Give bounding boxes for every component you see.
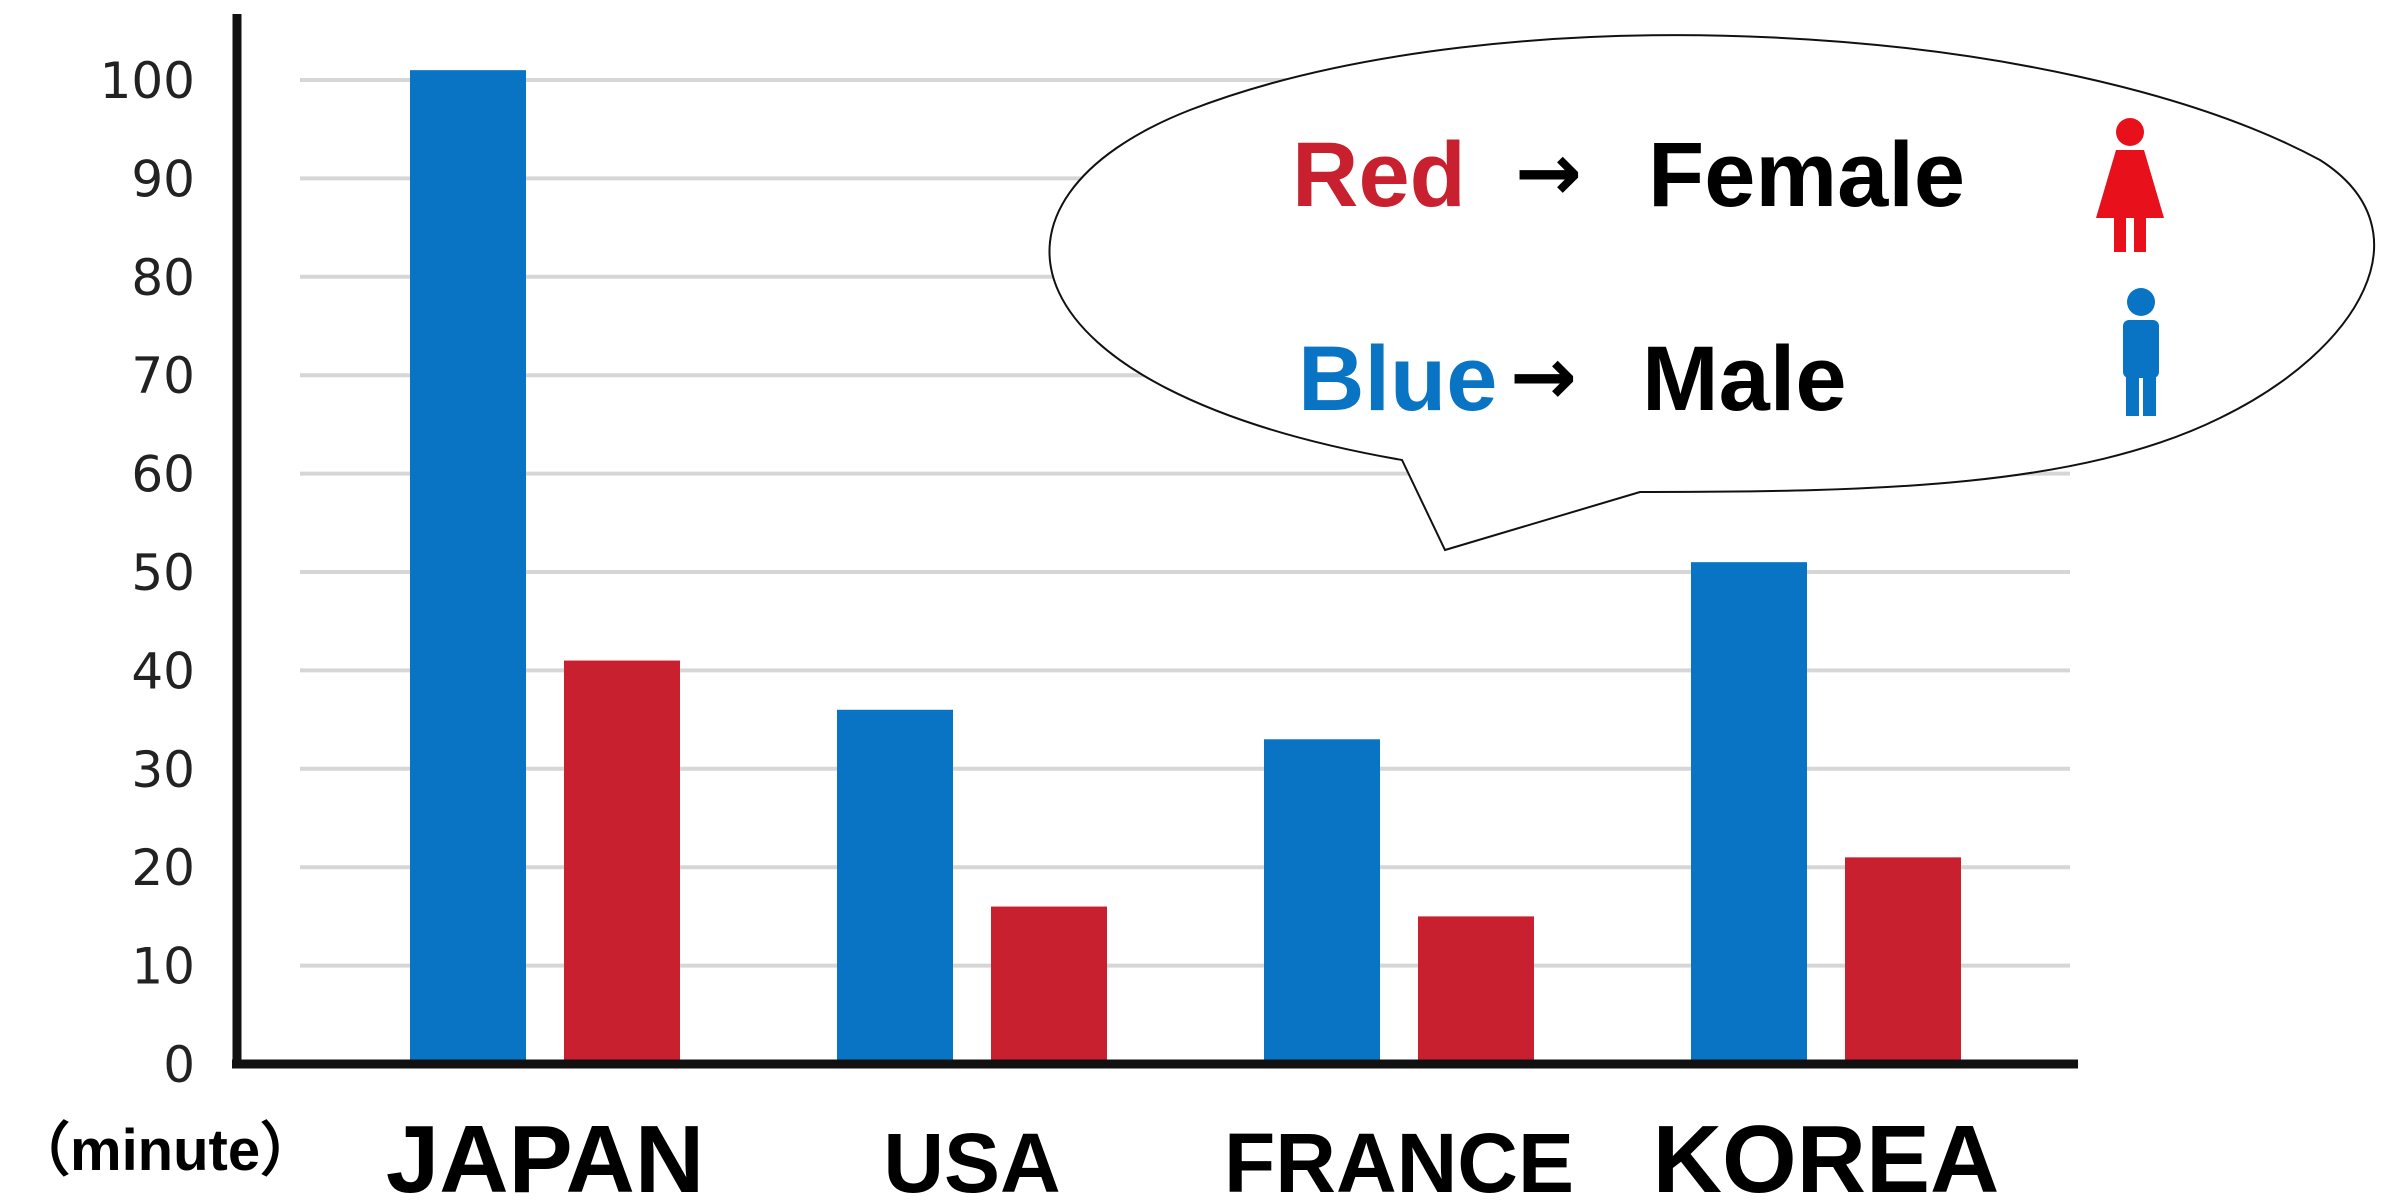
y-tick-label: 70: [131, 347, 195, 405]
bars: [410, 70, 1961, 1064]
y-tick-label: 40: [131, 642, 195, 700]
y-tick-label: 20: [131, 839, 195, 897]
bar-france-female: [1418, 916, 1534, 1064]
legend-male-label: Male: [1642, 328, 1847, 430]
bar-usa-female: [991, 906, 1107, 1064]
bar-korea-female: [1845, 857, 1961, 1064]
y-tick-label: 100: [100, 52, 195, 110]
bar-japan-male: [410, 70, 526, 1064]
bar-france-male: [1264, 739, 1380, 1064]
bar-korea-male: [1691, 562, 1807, 1064]
bar-japan-female: [564, 660, 680, 1064]
legend-arrow-icon: →: [1515, 126, 1582, 219]
legend-female-label: Female: [1648, 124, 1965, 226]
legend-arrow-icon: →: [1510, 330, 1577, 423]
legend-bubble: Red → Female Blue → Male: [1048, 34, 2376, 552]
y-tick-label: 60: [131, 446, 195, 504]
x-tick-label: JAPAN: [386, 1106, 704, 1203]
y-tick-label: 90: [131, 150, 195, 208]
female-icon: [2096, 118, 2164, 252]
y-axis-unit-label: （minute）: [12, 1118, 318, 1183]
x-tick-label: KOREA: [1653, 1106, 2000, 1203]
x-axis-ticks: JAPAN USA FRANCE KOREA: [386, 1106, 1999, 1203]
y-tick-label: 50: [131, 544, 195, 602]
y-tick-label: 10: [131, 938, 195, 996]
y-tick-label: 30: [131, 741, 195, 799]
x-tick-label: USA: [883, 1116, 1060, 1203]
legend-bubble-outline: [1048, 34, 2376, 552]
legend-blue-key: Blue: [1298, 328, 1497, 430]
y-tick-label: 0: [163, 1036, 195, 1094]
male-icon: [2123, 288, 2159, 416]
y-axis-ticks: 0 10 20 30 40 50 60 70 80 90 100: [100, 52, 195, 1094]
legend-red-key: Red: [1292, 124, 1466, 226]
x-tick-label: FRANCE: [1224, 1116, 1574, 1203]
y-tick-label: 80: [131, 249, 195, 307]
bar-usa-male: [837, 709, 953, 1064]
